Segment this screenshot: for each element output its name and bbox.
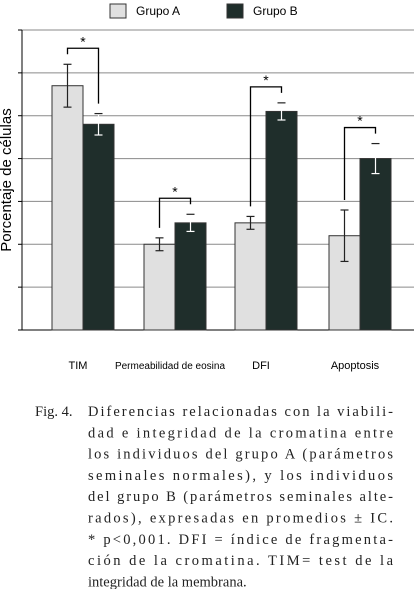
bar: [359, 158, 392, 331]
significance-mark: *: [357, 113, 363, 129]
legend-label: Grupo B: [253, 4, 298, 18]
y-axis-label: Porcentaje de células: [0, 108, 15, 251]
significance-bracket: [249, 86, 283, 207]
x-tick-label: Apoptosis: [331, 360, 380, 372]
significance-mark: *: [172, 183, 178, 199]
bar: [143, 243, 176, 331]
caption-line: * p<0,001. DFI = índice de fragmenta-: [88, 532, 393, 548]
x-tick-label: DFI: [252, 360, 270, 372]
caption-line: integridad de la membrana.: [88, 574, 247, 589]
legend-label: Grupo A: [136, 4, 180, 18]
x-tick-label: TIM: [69, 360, 88, 372]
caption-line: dad e integridad de la cromatina entre: [88, 425, 393, 441]
bar: [265, 110, 298, 331]
x-tick-label: Permeabilidad de eosina: [115, 361, 226, 372]
caption-line: del grupo B (parámetros seminales alte-: [88, 489, 393, 505]
legend-swatch: [226, 3, 244, 19]
bar: [234, 222, 267, 331]
caption-line: seminales normales), y los individuos: [88, 468, 393, 484]
significance-bracket: [66, 47, 100, 104]
caption-line: ción de la cromatina. TIM= test de la: [88, 553, 394, 569]
caption-line: rados), expresadas en promedios ± IC.: [88, 511, 393, 527]
bar: [174, 222, 207, 331]
significance-mark: *: [80, 33, 86, 49]
significance-bracket: [343, 126, 377, 200]
bar: [51, 85, 84, 331]
significance-bracket: [158, 197, 192, 228]
bar: [82, 123, 115, 331]
caption-line: Diferencias relacionadas con la viabili-: [88, 404, 393, 420]
significance-mark: *: [263, 72, 269, 88]
caption-line: los individuos del grupo A (parámetros: [88, 447, 393, 463]
legend-swatch: [109, 3, 127, 19]
caption-label: Fig. 4.: [35, 404, 72, 420]
